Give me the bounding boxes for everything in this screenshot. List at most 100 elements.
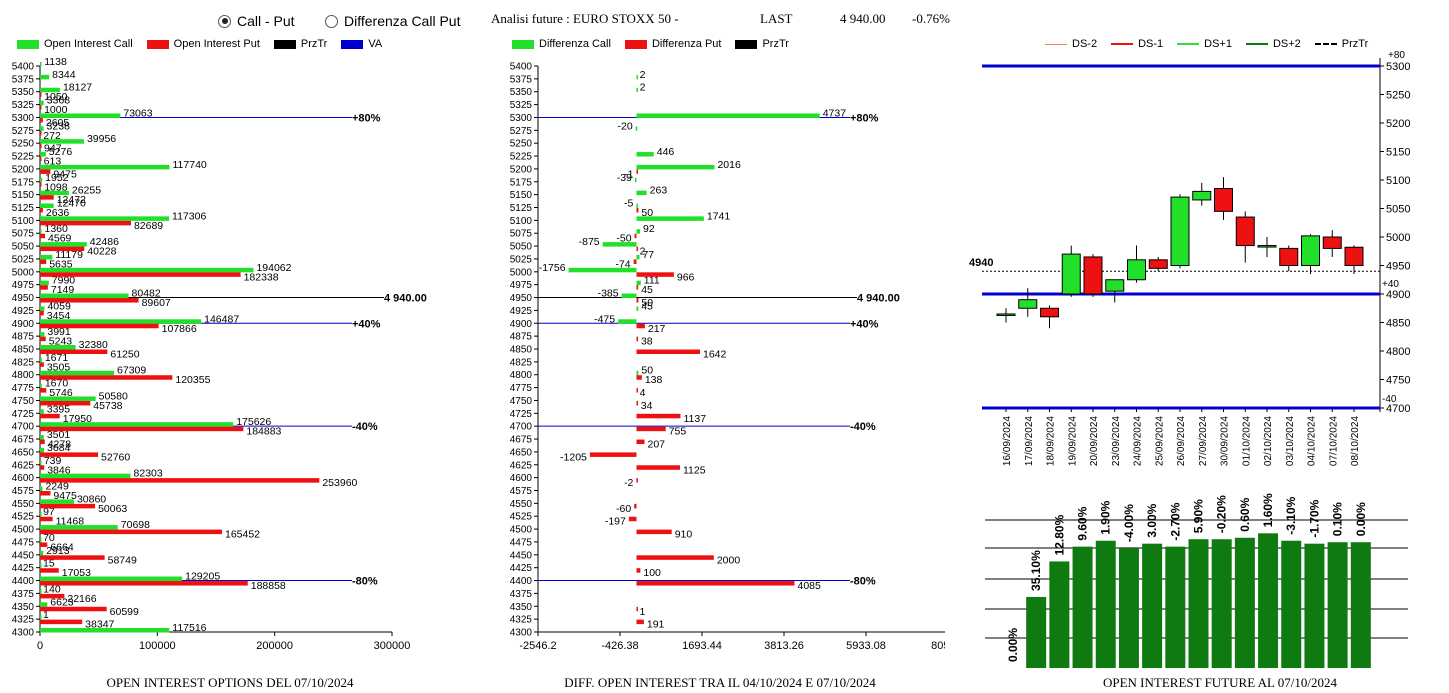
y-tick-label: 5400: [510, 62, 533, 73]
y-tick-label: 4850: [1386, 318, 1410, 330]
y-tick-label: 5250: [510, 139, 533, 150]
oi-legend: Open Interest Call Open Interest Put Prz…: [17, 38, 396, 50]
call-bar: [40, 87, 60, 93]
x-tick-label: 200000: [256, 640, 293, 652]
bar-value-label: 45: [641, 284, 653, 296]
legend-item: Differenza Call: [512, 38, 611, 50]
y-tick-label: 5200: [1386, 118, 1410, 130]
call-bar: [40, 332, 45, 337]
bar-value-label: 60599: [110, 606, 139, 618]
bar-value-label: 100: [643, 567, 661, 579]
x-tick-label: 03/10/2024: [1285, 416, 1296, 466]
legend-label: Differenza Call: [539, 38, 611, 50]
call-bar: [40, 242, 87, 247]
pct-bar: [1165, 546, 1186, 668]
last-label: LAST: [760, 11, 793, 26]
legend-label: Open Interest Call: [44, 38, 133, 50]
call-bar: [40, 383, 42, 389]
call-bar: [635, 126, 638, 131]
legend-line: [1177, 43, 1200, 45]
y-tick-label: 5300: [1386, 61, 1410, 73]
bar-value-label: 4: [640, 387, 646, 399]
legend-label: Open Interest Put: [173, 38, 260, 50]
bar-value-label: 58749: [108, 554, 137, 566]
change-value: -0.76%: [912, 11, 950, 26]
y-tick-label: 5000: [1386, 232, 1410, 244]
put-bar: [40, 400, 91, 406]
put-bar: [40, 195, 54, 200]
bar-value-label: 117516: [172, 622, 206, 634]
bar-value-label: 6623: [50, 596, 74, 608]
bar-value-label: 263: [650, 185, 668, 197]
y-tick-label: 4325: [510, 615, 533, 626]
put-bar: [636, 439, 645, 445]
x-tick-label: 3813.26: [764, 640, 804, 652]
x-tick-label: 24/09/2024: [1133, 416, 1144, 466]
bar-value-label: 188858: [251, 580, 286, 592]
call-bar: [40, 293, 129, 299]
y-tick-label: 4800: [12, 370, 35, 381]
call-bar: [568, 267, 637, 273]
put-bar: [636, 336, 638, 342]
radio-icon[interactable]: [325, 14, 338, 28]
put-bar: [40, 143, 42, 149]
x-tick-label: 5933.08: [846, 640, 886, 652]
y-tick-label: 4650: [510, 447, 533, 458]
bar-value-label: -385: [598, 288, 619, 300]
put-bar: [40, 220, 131, 226]
pct-bar: [1072, 546, 1093, 668]
bar-value-label: 3395: [47, 403, 71, 415]
bar-value-label: 739: [44, 455, 62, 467]
y-tick-label: 5350: [510, 87, 533, 98]
y-tick-label: 4900: [12, 319, 35, 330]
pct-label: 5.90%: [1192, 499, 1206, 533]
call-bar: [40, 357, 42, 363]
option-call-put[interactable]: Call - Put: [218, 13, 295, 29]
y-tick-label: 5150: [12, 190, 35, 201]
call-bar: [40, 589, 42, 594]
legend-item: Open Interest Call: [17, 38, 133, 50]
y-tick-label: 4425: [12, 563, 35, 574]
y-tick-label: 4950: [12, 293, 35, 304]
call-bar: [40, 62, 42, 67]
x-tick-label: 08/10/2024: [1350, 416, 1361, 466]
bar-value-label: 184883: [246, 426, 281, 438]
bar-value-label: 5243: [49, 336, 73, 348]
candle-body: [1257, 245, 1277, 248]
put-bar: [40, 606, 107, 612]
band-label: -40: [1382, 394, 1397, 405]
put-bar: [40, 246, 85, 252]
pct-bar: [1211, 539, 1232, 668]
level-label: +40%: [352, 318, 381, 330]
x-tick-label: 20/09/2024: [1089, 416, 1100, 466]
y-tick-label: 4975: [510, 280, 533, 291]
call-bar: [40, 100, 44, 106]
radio-icon[interactable]: [218, 14, 231, 28]
pct-label: -3.10%: [1284, 496, 1298, 534]
call-bar: [40, 139, 84, 144]
bar-value-label: 4085: [798, 580, 822, 592]
put-bar: [40, 117, 43, 123]
put-bar: [40, 478, 320, 483]
bar-value-label: -875: [579, 236, 600, 248]
bar-value-label: 8344: [52, 69, 76, 81]
pct-bar: [1188, 539, 1209, 668]
pct-chart: 0.00% 35.10% 12.80% 9.60% 1.90% -4.00% 3.00% -2…: [985, 493, 1408, 668]
y-tick-label: 5025: [12, 254, 35, 265]
level-label: -40%: [850, 421, 876, 433]
bar-value-label: 140: [43, 583, 61, 595]
last-value: 4 940.00: [840, 11, 886, 26]
put-bar: [40, 581, 248, 586]
y-tick-label: 4525: [510, 512, 533, 523]
candle-body: [1018, 299, 1038, 309]
bar-value-label: 80482: [132, 288, 161, 300]
bar-value-label: 32380: [79, 339, 108, 351]
bar-value-label: 26255: [72, 185, 101, 197]
y-tick-label: 4500: [12, 525, 35, 536]
put-bar: [636, 349, 701, 354]
pct-label: 0.10%: [1331, 502, 1345, 536]
bar-value-label: 70698: [121, 519, 150, 531]
option-diff-call-put[interactable]: Differenza Call Put: [325, 13, 460, 29]
bar-value-label: 2000: [717, 554, 741, 566]
